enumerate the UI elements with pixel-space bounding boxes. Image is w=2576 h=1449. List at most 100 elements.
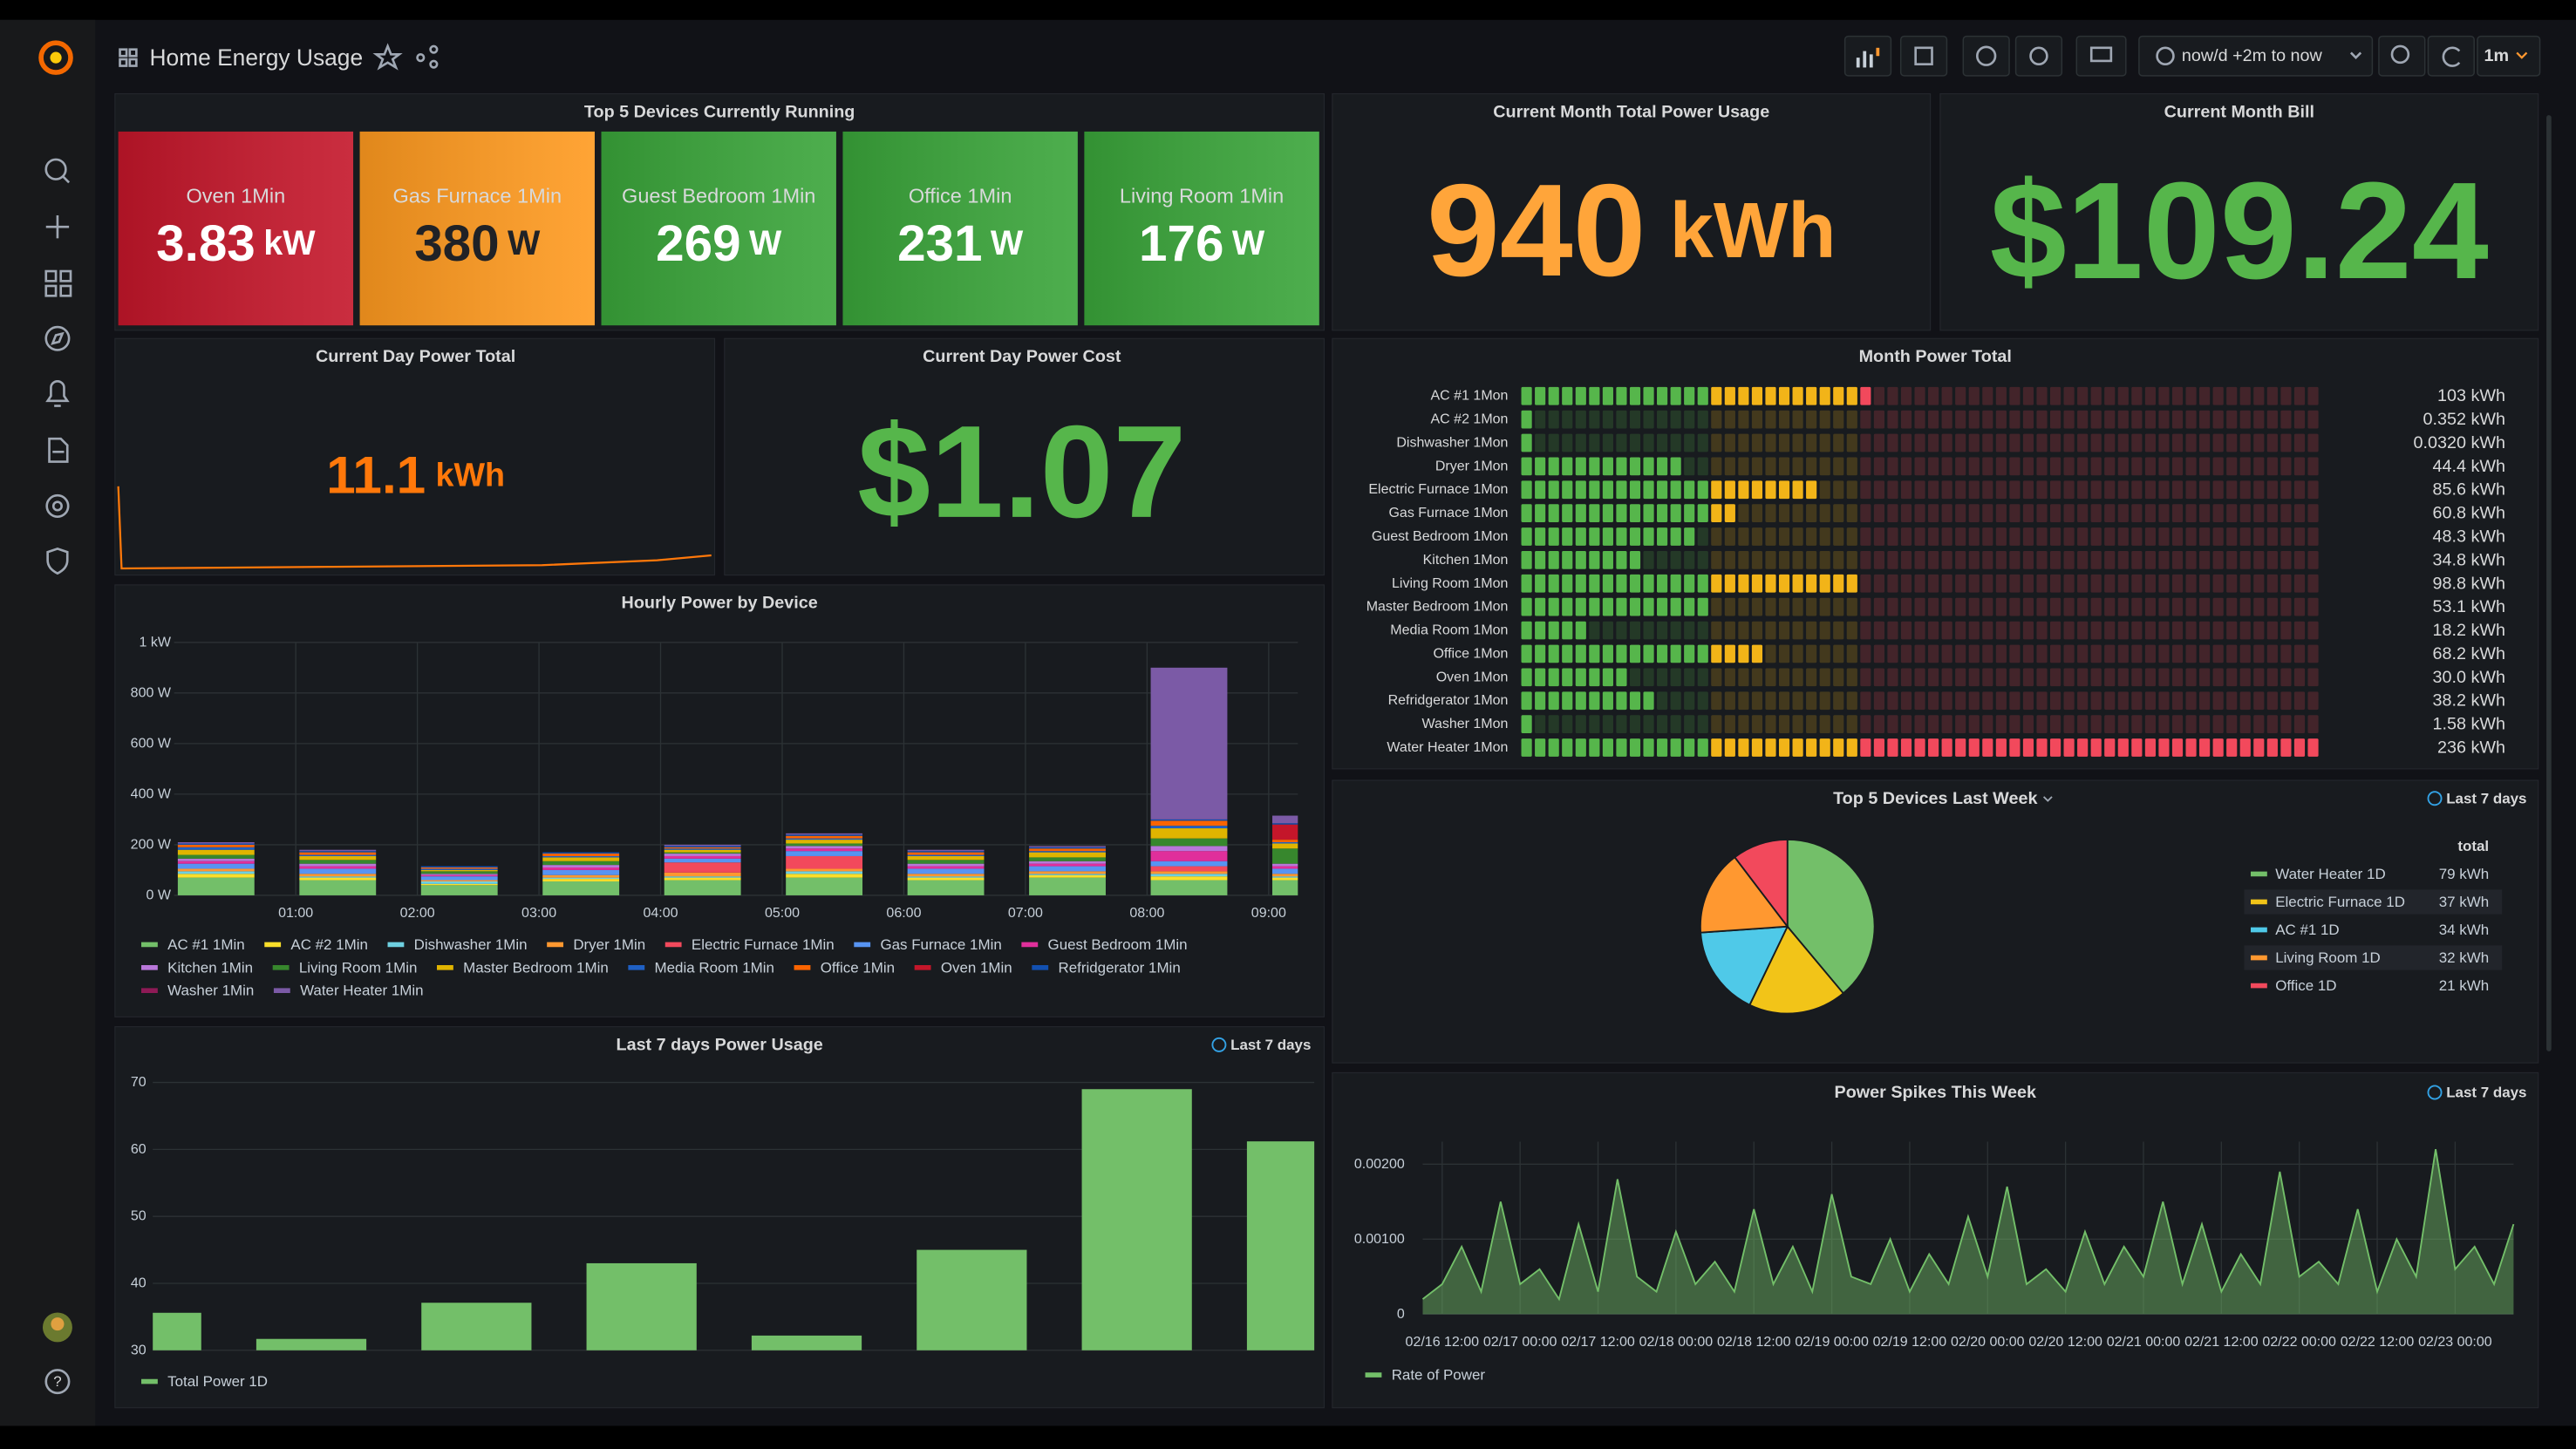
- gauge-cell-empty: [2185, 574, 2197, 593]
- y-tick-label: 0 W: [146, 888, 171, 902]
- add-panel-button[interactable]: [1843, 35, 1892, 77]
- help-icon[interactable]: ?: [44, 1369, 71, 1395]
- refresh-interval[interactable]: [2477, 35, 2541, 77]
- bar-segment: [1029, 861, 1106, 864]
- gauge-cell-empty: [1941, 433, 1952, 452]
- gauge-cell-empty: [2171, 621, 2184, 640]
- search-icon[interactable]: [44, 158, 71, 184]
- gauge-cell-empty: [2131, 668, 2143, 687]
- device-value: 176: [1139, 215, 1223, 272]
- share-icon[interactable]: [416, 44, 439, 69]
- gauge-cell: [1535, 527, 1546, 546]
- save-icon: [1914, 46, 1933, 65]
- gauge-cell-empty: [1941, 597, 1952, 616]
- gauge-cell-empty: [2199, 410, 2211, 429]
- avatar[interactable]: [42, 1312, 72, 1343]
- settings-icon[interactable]: [45, 493, 70, 519]
- gauge-cell-empty: [2253, 715, 2265, 733]
- gauge-cell-empty: [2185, 715, 2197, 733]
- gauge-cell-empty: [1616, 621, 1627, 640]
- settings-button[interactable]: [2014, 35, 2063, 77]
- gauge-cell: [1657, 597, 1668, 616]
- gauge-cell: [1535, 457, 1546, 476]
- gauge-cell-empty: [1846, 715, 1857, 733]
- dashboard-title[interactable]: Home Energy Usage: [149, 44, 363, 71]
- gauge-cell-empty: [2185, 621, 2197, 640]
- star-icon[interactable]: [372, 43, 403, 71]
- gauge-cell-empty: [2266, 668, 2278, 687]
- tile-shade: [601, 131, 836, 326]
- shield-icon[interactable]: [46, 548, 69, 575]
- gauge-cell-empty: [1833, 597, 1844, 616]
- info-button[interactable]: [1962, 35, 2010, 77]
- explore-icon[interactable]: [44, 325, 71, 351]
- gauge-cell: [1548, 386, 1559, 405]
- gauge-cell-empty: [1778, 715, 1790, 733]
- gauge-cell-empty: [2280, 527, 2292, 546]
- alerting-icon[interactable]: [45, 380, 70, 407]
- gauge-cell: [1833, 386, 1844, 405]
- gauge-cell: [1629, 386, 1641, 405]
- gauge-cell-empty: [2009, 668, 2021, 687]
- grafana-logo[interactable]: [38, 40, 73, 75]
- gauge-cell-empty: [2253, 597, 2265, 616]
- gauge-cell-empty: [2212, 504, 2224, 522]
- gauge-cell-empty: [1765, 527, 1776, 546]
- gauge-cell-empty: [2158, 480, 2170, 500]
- gauge-cell-empty: [1738, 691, 1749, 711]
- y-tick-label: 600 W: [131, 736, 172, 751]
- gauge-cell: [1670, 644, 1681, 663]
- gauge-cell-empty: [2226, 644, 2238, 663]
- gauge-cell-empty: [2131, 410, 2143, 429]
- gauge-cell-empty: [1887, 644, 1898, 663]
- gauge-cell: [1629, 480, 1641, 500]
- tv-mode-button[interactable]: [2075, 35, 2127, 77]
- dashboard-grid-icon[interactable]: [119, 48, 138, 67]
- gauge-cell-empty: [1846, 504, 1857, 522]
- gauge-cell-empty: [2022, 457, 2034, 476]
- save-button[interactable]: [1899, 35, 1948, 77]
- gauge-cell: [1562, 386, 1573, 405]
- gauge-cell-empty: [2117, 527, 2129, 546]
- time-picker[interactable]: [2138, 35, 2374, 77]
- gauge-cell-empty: [2036, 668, 2048, 687]
- gauge-cell-empty: [2144, 621, 2156, 640]
- create-icon[interactable]: [45, 214, 70, 239]
- gauge-cell-empty: [1833, 527, 1844, 546]
- gauge-cell-empty: [1887, 621, 1898, 640]
- bar-segment: [542, 861, 620, 866]
- dashboards-icon[interactable]: [44, 269, 72, 297]
- legend-label: Electric Furnace 1Min: [692, 936, 835, 953]
- gauge-cell-empty: [1846, 668, 1857, 687]
- gauge-cell: [1562, 457, 1573, 476]
- reports-icon[interactable]: [48, 437, 69, 463]
- zoom-out-button[interactable]: [2378, 35, 2426, 77]
- gauge-cell-empty: [1941, 691, 1952, 711]
- gauge-cell-empty: [1995, 644, 2007, 663]
- value-label: 98.8 kWh: [2432, 574, 2504, 593]
- scrollbar[interactable]: [2546, 115, 2552, 1051]
- gauge-cell-empty: [1751, 433, 1763, 452]
- gauge-cell: [1589, 597, 1600, 616]
- gauge-cell-empty: [1562, 410, 1573, 429]
- gauge-cell-empty: [2171, 597, 2184, 616]
- gauge-cell-empty: [2022, 715, 2034, 733]
- gauge-cell-empty: [1629, 433, 1641, 452]
- gauge-cell-empty: [1670, 410, 1681, 429]
- gauge-cell: [1521, 597, 1532, 616]
- gauge-cell: [2077, 738, 2089, 757]
- gauge-cell-empty: [2158, 644, 2170, 663]
- bar-segment: [1029, 877, 1106, 895]
- x-tick-label: 02/17 12:00: [1561, 1335, 1635, 1350]
- tile-shade: [1084, 131, 1319, 326]
- gauge-cell-empty: [2104, 504, 2116, 522]
- gauge-cell-empty: [2253, 433, 2265, 452]
- gauge-cell-empty: [1575, 715, 1586, 733]
- bar-segment: [420, 883, 498, 886]
- row-label: Guest Bedroom 1Mon: [1372, 529, 1509, 544]
- gauge-cell-empty: [1792, 504, 1803, 522]
- gauge-cell: [1602, 644, 1613, 663]
- refresh-button[interactable]: [2427, 35, 2475, 77]
- legend-label: AC #1 1D: [2275, 922, 2339, 938]
- gauge-cell: [1616, 597, 1627, 616]
